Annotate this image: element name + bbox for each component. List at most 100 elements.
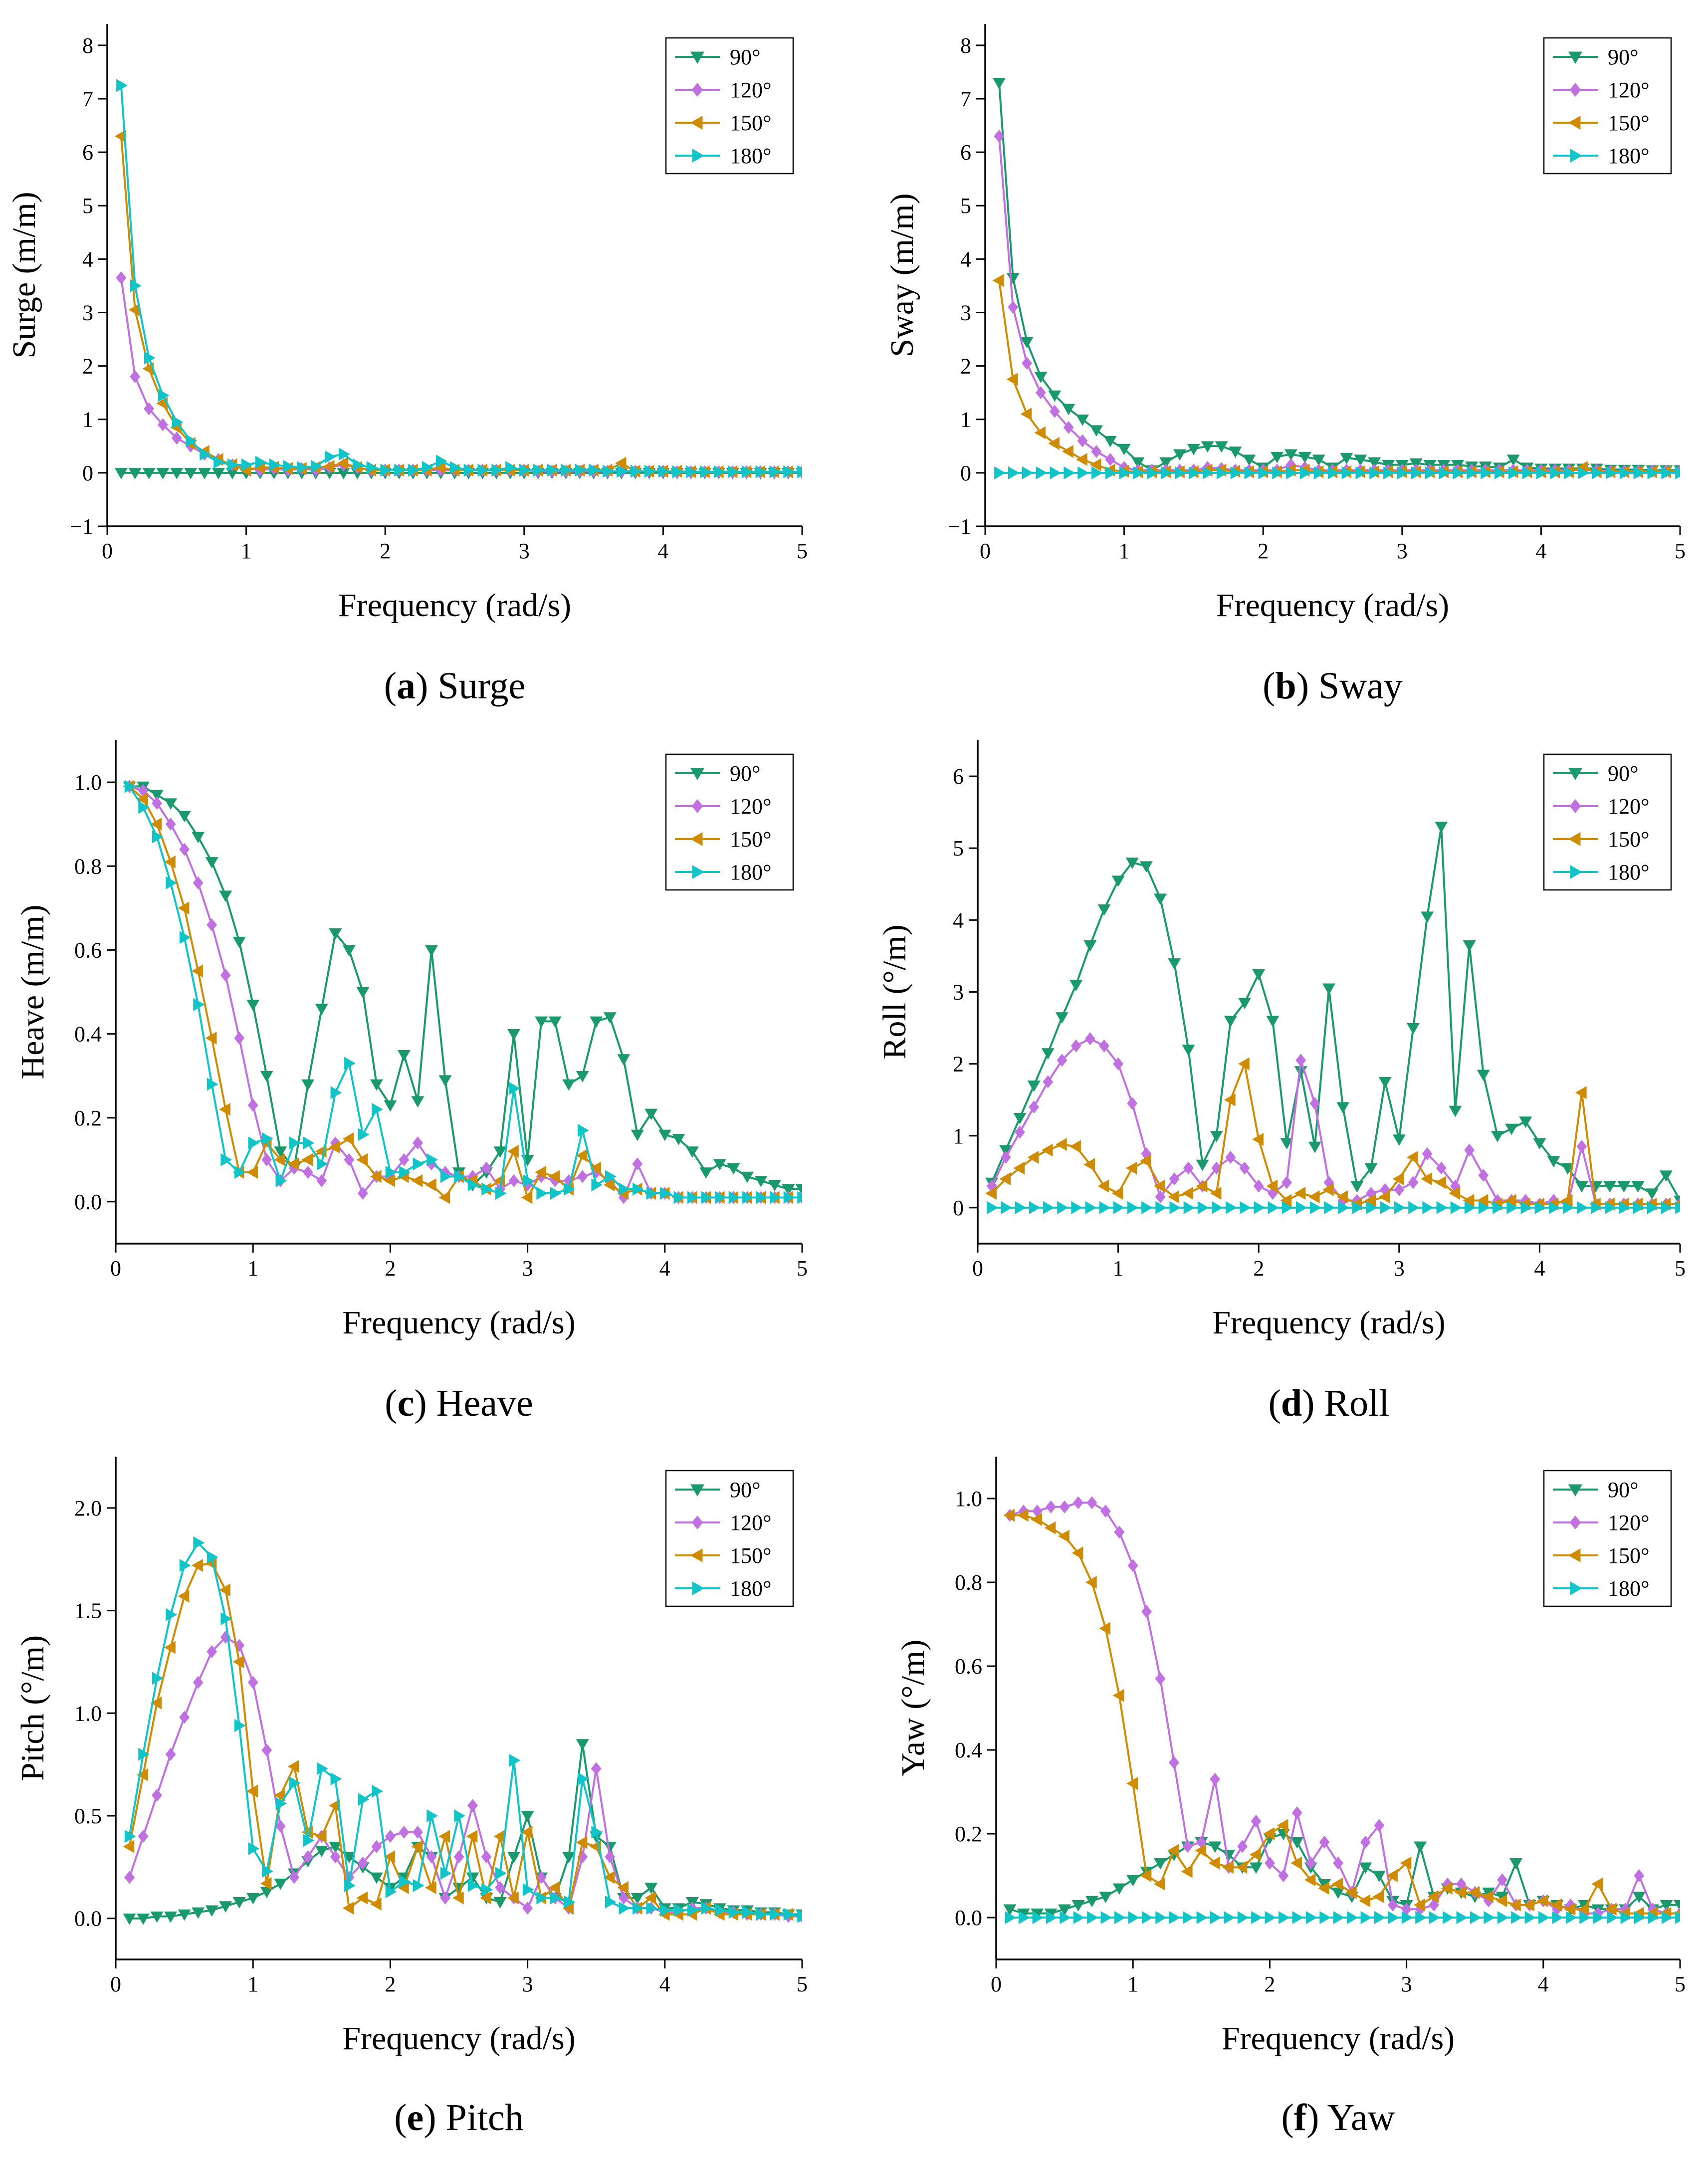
data-point (301, 1079, 315, 1091)
data-point (673, 1191, 685, 1204)
data-point (1029, 1100, 1040, 1114)
data-point (165, 818, 176, 831)
x-tick-label: 1 (247, 1256, 258, 1281)
y-tick-label: 0.8 (74, 854, 102, 878)
data-point (1331, 1887, 1345, 1899)
data-point (372, 1784, 383, 1798)
data-point (1578, 466, 1589, 479)
data-point (1224, 1093, 1236, 1106)
legend-swatch-marker (690, 768, 704, 780)
data-point (1522, 466, 1534, 479)
legend-label: 150° (730, 111, 772, 135)
data-point (1300, 466, 1311, 479)
data-point (130, 279, 142, 292)
data-point (164, 1911, 178, 1923)
data-point (399, 1875, 411, 1888)
data-point (1443, 1911, 1454, 1924)
data-point (619, 1902, 631, 1915)
data-point (986, 1179, 997, 1193)
y-tick-label: 1.0 (74, 770, 102, 795)
data-point (1360, 1911, 1372, 1924)
data-point (1408, 1201, 1420, 1214)
data-point (1368, 457, 1381, 469)
data-point (1435, 822, 1448, 833)
data-point (1421, 911, 1434, 923)
data-point (1607, 1911, 1618, 1924)
data-point (220, 1153, 232, 1166)
data-point (577, 1850, 588, 1864)
data-point (315, 1830, 327, 1843)
data-point (1675, 1911, 1680, 1924)
data-point (1141, 1201, 1153, 1214)
data-point (1631, 1181, 1645, 1193)
data-point (644, 464, 656, 478)
data-point (192, 1907, 205, 1919)
data-point (192, 964, 203, 978)
data-point (1071, 1201, 1083, 1214)
data-point (152, 1672, 164, 1685)
data-point (1183, 1161, 1194, 1175)
data-point (144, 351, 156, 365)
x-tick-label: 5 (797, 1972, 808, 1996)
data-point (1055, 1138, 1067, 1151)
data-point (426, 1850, 437, 1864)
data-point (397, 1881, 409, 1894)
data-point (1436, 1161, 1447, 1175)
data-point (576, 1149, 588, 1162)
data-point (1155, 1911, 1167, 1924)
data-point (438, 1830, 450, 1843)
data-point (1633, 466, 1645, 479)
data-point (1055, 1012, 1068, 1024)
data-point (422, 461, 433, 474)
data-point (144, 402, 154, 416)
data-point (358, 1793, 370, 1806)
data-point (356, 1153, 368, 1166)
data-point (1450, 1179, 1461, 1193)
data-point (246, 1166, 258, 1179)
data-point (466, 1872, 479, 1884)
data-point (1048, 390, 1062, 402)
legend: 90° 120° 150° 180° (1543, 1470, 1672, 1607)
data-point (1449, 1187, 1461, 1200)
data-point (1538, 1911, 1550, 1924)
data-point (1019, 1911, 1030, 1924)
data-point (1046, 1500, 1057, 1513)
data-point (467, 1879, 479, 1892)
data-point (491, 463, 503, 477)
data-point (1414, 1841, 1427, 1853)
data-point (287, 1760, 299, 1773)
panel-surge: 0 1 2 3 4 5 −1 0 1 2 3 4 5 6 7 8 Frequency (rad/s) Surge … (6, 24, 808, 707)
data-point (1511, 1911, 1522, 1924)
data-point (1141, 1605, 1152, 1618)
data-point (137, 792, 148, 806)
data-point (1057, 1054, 1068, 1067)
data-point (1041, 1143, 1053, 1157)
data-point (337, 456, 349, 470)
data-point (577, 1772, 589, 1785)
data-point (1070, 1039, 1081, 1053)
panel-caption: (c) Heave (385, 1382, 533, 1424)
data-point (1322, 983, 1335, 995)
data-point (782, 1184, 795, 1196)
data-point (1415, 1911, 1427, 1924)
data-point (715, 1904, 726, 1917)
data-point (507, 1029, 521, 1041)
data-point (1308, 1190, 1320, 1204)
legend-label: 150° (730, 1543, 772, 1568)
data-point (1308, 1141, 1321, 1153)
data-point (1210, 1911, 1222, 1924)
data-point (1210, 1131, 1223, 1142)
data-point (434, 461, 446, 474)
data-point (1099, 1039, 1109, 1053)
data-point (591, 1178, 603, 1192)
data-point (1048, 436, 1060, 450)
data-point (193, 998, 205, 1011)
data-point (1043, 1075, 1054, 1088)
data-point (728, 1191, 740, 1204)
data-point (178, 1909, 191, 1921)
data-point (1591, 1201, 1603, 1214)
data-point (576, 1071, 589, 1082)
data-point (992, 274, 1004, 287)
data-point (770, 1191, 781, 1204)
data-point (576, 1739, 589, 1750)
